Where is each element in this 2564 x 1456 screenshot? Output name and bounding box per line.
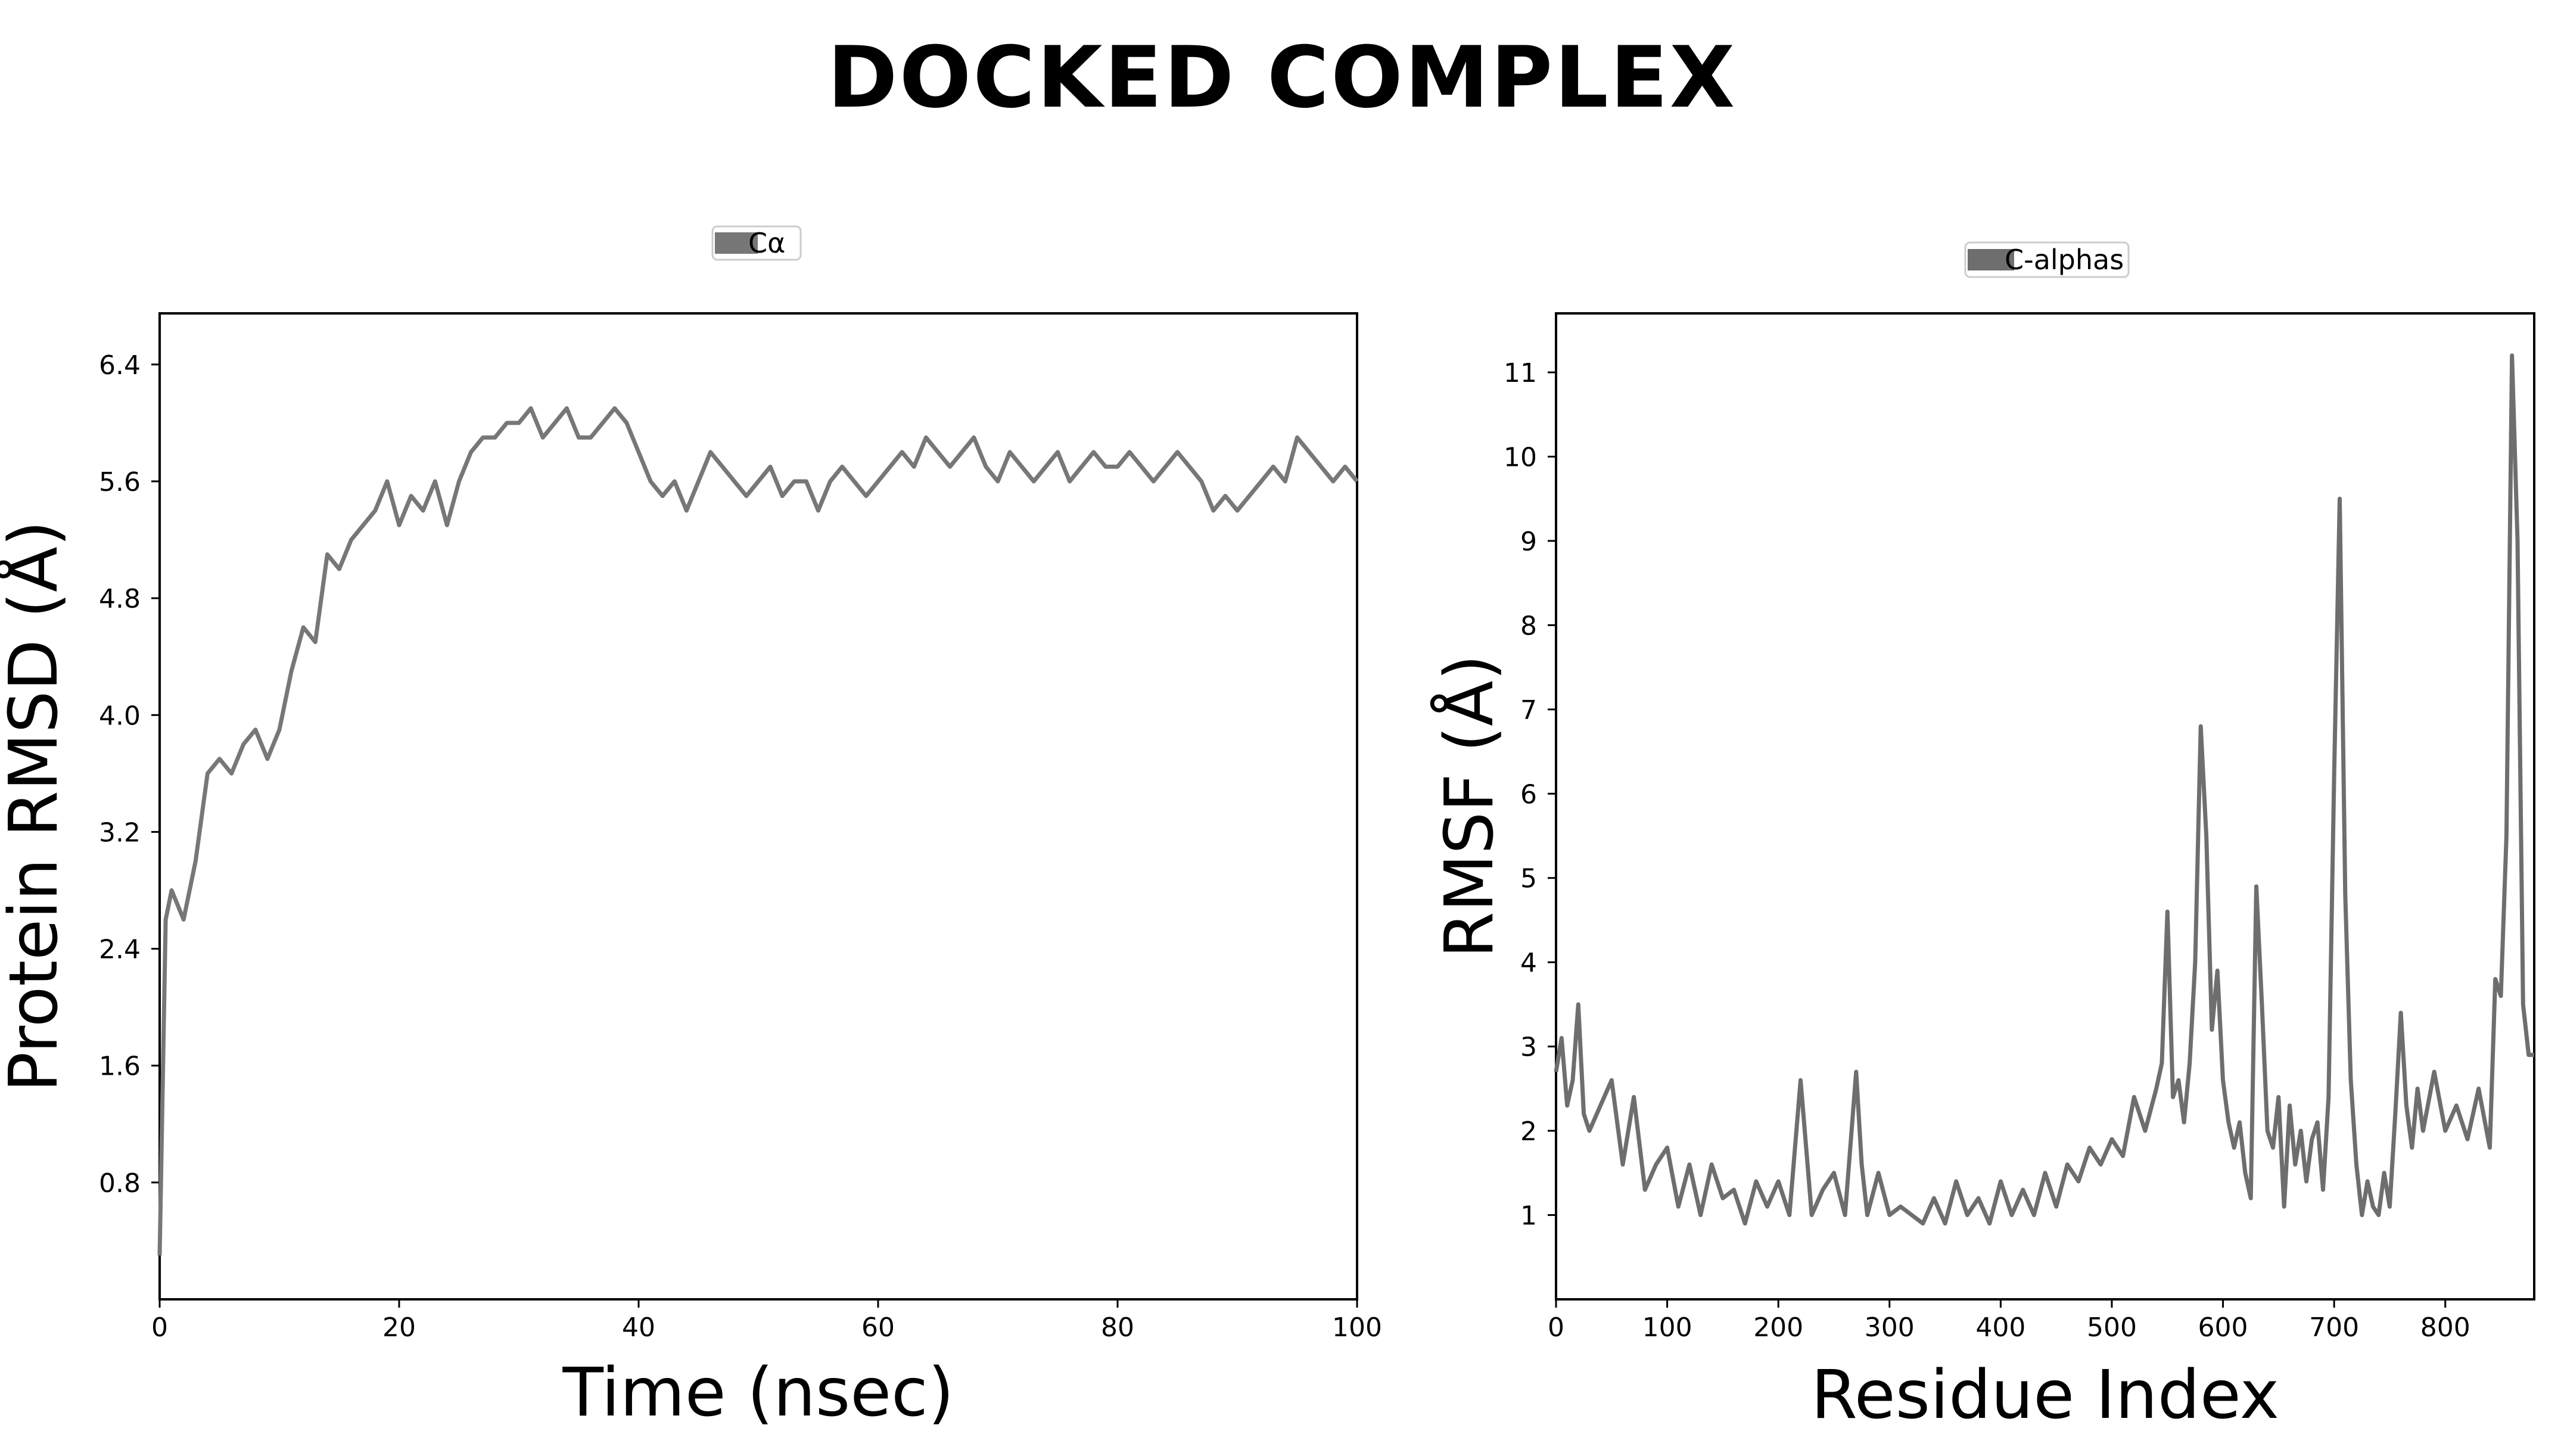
rmsd-legend-label: Cα	[748, 227, 785, 259]
rmsf-y-tick-label: 3	[1520, 1032, 1537, 1063]
rmsf-y-tick-label: 8	[1520, 611, 1537, 641]
rmsf-y-tick-label: 2	[1520, 1116, 1537, 1147]
rmsd-y-tick-label: 2.4	[99, 935, 141, 965]
rmsf-y-tick-label: 10	[1504, 442, 1537, 472]
rmsd-x-tick-label: 40	[622, 1312, 655, 1343]
rmsf-x-axis-label: Residue Index	[1811, 1357, 2279, 1434]
rmsf-x-tick-label: 300	[1865, 1312, 1915, 1343]
rmsf-x-tick-label: 400	[1975, 1312, 2025, 1343]
rmsf-x-tick-label: 700	[2309, 1312, 2359, 1343]
rmsf-y-tick-label: 5	[1520, 864, 1537, 894]
rmsd-y-tick-label: 5.6	[99, 467, 141, 497]
rmsf-x-tick-label: 0	[1548, 1312, 1564, 1343]
rmsd-x-axis-label: Time (nsec)	[562, 1354, 954, 1432]
rmsf-y-tick-label: 4	[1520, 948, 1537, 978]
rmsf-x-tick-label: 800	[2420, 1312, 2470, 1343]
rmsf-y-tick-label: 11	[1504, 358, 1537, 388]
rmsd-x-tick-label: 0	[151, 1312, 168, 1343]
rmsd-series-line	[157, 406, 1359, 1256]
rmsf-plot-frame	[1555, 312, 2535, 1301]
rmsd-y-tick-label: 0.8	[99, 1168, 141, 1199]
rmsd-y-tick-label: 3.2	[99, 817, 141, 848]
rmsf-y-axis-label: RMSF (Å)	[1430, 655, 1508, 959]
rmsf-x-tick-label: 200	[1753, 1312, 1803, 1343]
rmsd-chart: 0 20 40 60 80 100 0.8 1.6 2.4 3.2 4.0 4.8 5.6 6.4 Time…	[0, 225, 1382, 1432]
rmsf-y-tick-label: 1	[1520, 1201, 1537, 1231]
rmsf-y-tick-label: 6	[1520, 779, 1537, 810]
rmsd-x-tick-label: 60	[861, 1312, 895, 1343]
rmsd-y-tick-label: 4.8	[99, 584, 141, 614]
rmsd-y-tick-label: 6.4	[99, 350, 141, 381]
rmsf-series-line	[1554, 353, 2534, 1226]
rmsd-y-tick-label: 4.0	[99, 701, 141, 731]
rmsd-x-tick-label: 20	[382, 1312, 416, 1343]
page-title: DOCKED COMPLEX	[827, 29, 1737, 127]
rmsf-y-tick-label: 9	[1520, 527, 1537, 557]
rmsd-x-tick-label: 80	[1101, 1312, 1134, 1343]
rmsd-legend-swatch	[715, 232, 758, 254]
rmsd-plot-frame	[158, 312, 1358, 1301]
rmsf-legend-swatch	[1968, 249, 2014, 270]
rmsd-x-tick-label: 100	[1332, 1312, 1382, 1343]
rmsf-x-tick-label: 600	[2198, 1312, 2248, 1343]
rmsf-x-tick-label: 500	[2087, 1312, 2137, 1343]
rmsf-y-tick-label: 7	[1520, 695, 1537, 726]
rmsd-y-tick-label: 1.6	[99, 1051, 141, 1082]
rmsf-legend-label: C-alphas	[2005, 244, 2124, 276]
rmsf-chart: 0 100 200 300 400 500 600 700 800 1 2 3 4 5 6 7 8 9 10 11 Re…	[1430, 241, 2535, 1434]
rmsd-y-axis-label: Protein RMSD (Å)	[0, 521, 73, 1093]
rmsf-x-tick-label: 100	[1642, 1312, 1692, 1343]
